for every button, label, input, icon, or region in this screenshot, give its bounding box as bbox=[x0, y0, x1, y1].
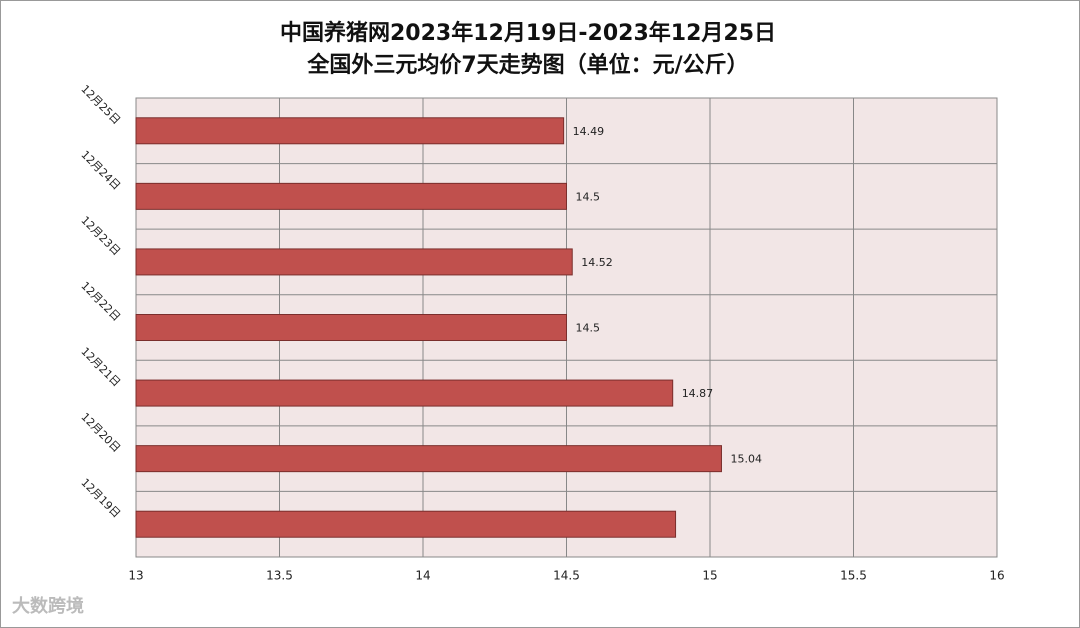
data-label: 14.5 bbox=[576, 322, 601, 335]
data-label: 15.04 bbox=[730, 453, 762, 466]
data-label: 14.87 bbox=[682, 387, 714, 400]
chart-subtitle: 全国外三元均价7天走势图（单位：元/公斤） bbox=[306, 52, 748, 78]
chart-title: 中国养猪网2023年12月19日-2023年12月25日 bbox=[280, 20, 776, 46]
x-tick-label: 16 bbox=[989, 569, 1004, 583]
data-label: 14.52 bbox=[581, 256, 613, 269]
x-tick-label: 14 bbox=[415, 569, 430, 583]
watermark: 大数跨境 bbox=[12, 595, 84, 617]
x-tick-label: 14.5 bbox=[553, 569, 580, 583]
bar bbox=[135, 379, 674, 407]
x-tick-label: 15.5 bbox=[840, 569, 867, 583]
x-tick-label: 13 bbox=[128, 569, 143, 583]
x-tick-label: 15 bbox=[702, 569, 717, 583]
data-label: 14.49 bbox=[573, 125, 605, 138]
bar bbox=[135, 117, 565, 145]
bar bbox=[135, 182, 567, 210]
bar bbox=[135, 248, 573, 276]
data-label: 14.5 bbox=[576, 190, 601, 203]
bar bbox=[135, 314, 567, 341]
bar bbox=[135, 510, 677, 538]
bar bbox=[135, 445, 722, 473]
x-tick-label: 13.5 bbox=[266, 569, 293, 583]
